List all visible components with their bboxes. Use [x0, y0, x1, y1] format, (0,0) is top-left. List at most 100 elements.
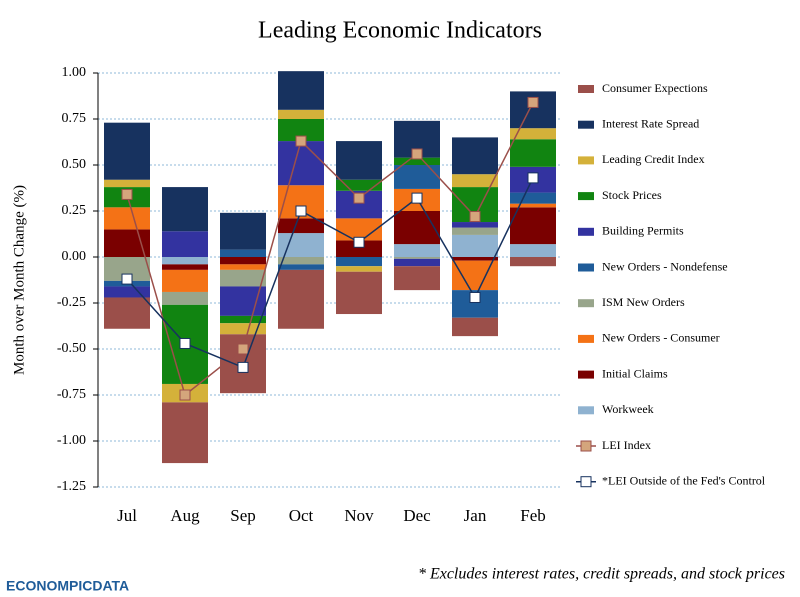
line-marker	[411, 192, 423, 204]
x-tick-label: Sep	[230, 506, 256, 525]
bar-segment	[278, 119, 324, 142]
legend-label: New Orders - Consumer	[602, 331, 720, 345]
bar-segment	[220, 249, 266, 257]
bar-segment	[336, 218, 382, 241]
legend-label: *LEI Outside of the Fed's Control	[602, 473, 766, 487]
x-tick-label: Feb	[520, 506, 546, 525]
bar-segment	[220, 323, 266, 335]
bar-segment	[394, 257, 440, 259]
line-marker	[527, 96, 539, 108]
line-marker	[469, 291, 481, 303]
bar-segment	[278, 218, 324, 234]
y-tick-label: -0.75	[57, 387, 86, 402]
bar-segment	[162, 257, 208, 265]
bar-segment	[394, 165, 440, 189]
legend-swatch	[578, 334, 594, 343]
bar-segment	[104, 179, 150, 188]
bar-segment	[452, 222, 498, 228]
line-marker	[353, 192, 365, 204]
bar-segment	[510, 207, 556, 245]
bar-segment	[336, 240, 382, 257]
bar-segment	[394, 266, 440, 291]
bar-segment	[394, 244, 440, 257]
bar-segment	[220, 212, 266, 250]
legend-marker	[580, 440, 592, 452]
bar-segment	[336, 266, 382, 272]
bar-segment	[104, 122, 150, 180]
bar-segment	[510, 244, 556, 257]
legend-label: New Orders - Nondefense	[602, 259, 728, 273]
legend-label: Building Permits	[602, 224, 684, 238]
legend-swatch	[578, 120, 594, 129]
bar-segment	[162, 231, 208, 257]
bar-segment	[162, 187, 208, 232]
bar-segment	[452, 174, 498, 188]
line-marker	[237, 361, 249, 373]
bar-segment	[336, 257, 382, 267]
bar-segment	[278, 264, 324, 270]
bar-segment	[394, 157, 440, 165]
legend-label: ISM New Orders	[602, 295, 685, 309]
x-tick-label: Aug	[170, 506, 200, 525]
footnote: * Excludes interest rates, credit spread…	[418, 566, 785, 583]
legend-label: Initial Claims	[602, 366, 668, 380]
bar-segment	[162, 402, 208, 464]
legend-label: Stock Prices	[602, 188, 662, 202]
y-tick-label: 0.00	[62, 249, 87, 264]
bar-segment	[220, 264, 266, 270]
bar-segment	[336, 141, 382, 180]
line	[126, 177, 534, 369]
bar-segment	[336, 271, 382, 315]
x-tick-label: Jul	[117, 506, 137, 525]
bar-segment	[510, 91, 556, 129]
chart-title: Leading Economic Indicators	[258, 18, 542, 44]
line-marker	[121, 273, 133, 285]
bar-segment	[278, 141, 324, 186]
bar-segment	[104, 257, 150, 281]
bar-segment	[278, 257, 324, 265]
legend-label: Consumer Expections	[602, 81, 708, 95]
legend-label: Interest Rate Spread	[602, 116, 699, 130]
line-marker	[469, 211, 481, 223]
line-marker	[295, 135, 307, 147]
x-tick-label: Dec	[403, 506, 431, 525]
bar-segment	[452, 137, 498, 175]
bar-segment	[278, 269, 324, 329]
bar-segment	[510, 139, 556, 167]
bar-segment	[510, 257, 556, 267]
line-marker	[353, 236, 365, 248]
bar-segment	[278, 233, 324, 257]
bar-segment	[452, 317, 498, 337]
bar-segment	[104, 207, 150, 230]
bar-segment	[162, 264, 208, 270]
bar-segment	[452, 257, 498, 261]
legend-swatch	[578, 263, 594, 272]
legend-swatch	[578, 299, 594, 308]
legend-swatch	[578, 406, 594, 415]
bar-segment	[220, 257, 266, 265]
bar-segment	[452, 234, 498, 257]
legend-label: Leading Credit Index	[602, 152, 705, 166]
legend-swatch	[578, 156, 594, 165]
y-tick-label: -0.50	[57, 341, 86, 356]
line-marker	[237, 343, 249, 355]
legend-swatch	[578, 227, 594, 236]
bar-segment	[104, 229, 150, 257]
bar-segment	[104, 297, 150, 329]
line-marker	[121, 188, 133, 200]
legend-label: Workweek	[602, 402, 654, 416]
bar-segment	[336, 179, 382, 191]
line-marker	[411, 148, 423, 160]
bar-segment	[220, 315, 266, 324]
x-tick-label: Oct	[289, 506, 314, 525]
bar-segment	[394, 258, 440, 267]
line	[126, 102, 534, 397]
bar-segment	[394, 211, 440, 245]
y-tick-label: 0.75	[62, 111, 87, 126]
bar-segment	[510, 128, 556, 140]
line-marker	[527, 172, 539, 184]
y-tick-label: -1.25	[57, 479, 86, 494]
legend-swatch	[578, 370, 594, 379]
bar-segment	[220, 269, 266, 287]
bar-segment	[510, 192, 556, 204]
